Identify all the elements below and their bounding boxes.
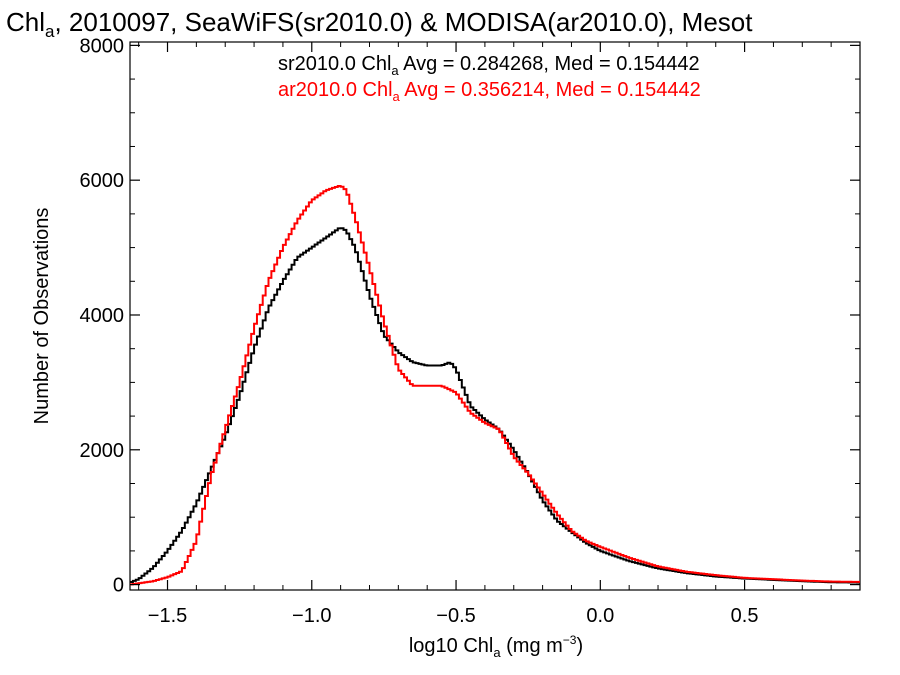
legend-sr2010-subscript: a xyxy=(391,63,399,78)
legend-entry-sr2010: sr2010.0 Chla Avg = 0.284268, Med = 0.15… xyxy=(278,53,700,78)
legend-ar2010-subscript: a xyxy=(393,89,401,104)
x-axis-label-main: log10 Chl xyxy=(409,635,494,657)
chart-title-main: Chl xyxy=(6,7,45,37)
x-axis-label-units: (mg m xyxy=(501,635,563,657)
y-axis: 0 2000 4000 6000 8000 xyxy=(80,35,860,597)
legend-entry-ar2010: ar2010.0 Chla Avg = 0.356214, Med = 0.15… xyxy=(278,79,701,104)
legend-sr2010-main: sr2010.0 Chl xyxy=(278,53,391,75)
x-axis: −1.5 −1.0 −0.5 0.0 0.5 xyxy=(138,42,861,627)
x-axis-label-superscript: −3 xyxy=(563,633,577,647)
series-line-sr2010.0 xyxy=(130,227,860,584)
chart-title: Chla, 2010097, SeaWiFS(sr2010.0) & MODIS… xyxy=(6,7,753,41)
legend-sr2010-stats: Avg = 0.284268, Med = 0.154442 xyxy=(399,53,700,75)
x-tick-label: 0.0 xyxy=(586,605,614,627)
legend-ar2010-stats: Avg = 0.356214, Med = 0.154442 xyxy=(400,79,701,101)
y-tick-label: 6000 xyxy=(80,170,125,192)
y-tick-label: 0 xyxy=(113,575,124,597)
x-tick-label: −1.0 xyxy=(292,605,331,627)
x-axis-label-close: ) xyxy=(576,635,583,657)
x-axis-label-subscript: a xyxy=(493,645,501,660)
y-axis-label: Number of Observations xyxy=(31,208,53,425)
series-line-ar2010.0 xyxy=(130,185,860,586)
y-tick-label: 8000 xyxy=(80,35,125,57)
y-tick-label: 4000 xyxy=(80,305,125,327)
plot-area-frame xyxy=(129,41,861,591)
x-tick-label: 0.5 xyxy=(731,605,759,627)
chart-title-subscript: a xyxy=(45,22,55,41)
legend-ar2010-main: ar2010.0 Chl xyxy=(278,79,393,101)
chart-title-rest: , 2010097, SeaWiFS(sr2010.0) & MODISA(ar… xyxy=(54,7,753,37)
x-tick-label: −1.5 xyxy=(148,605,187,627)
x-tick-label: −0.5 xyxy=(436,605,475,627)
series-layer xyxy=(130,185,860,586)
x-axis-label: log10 Chla (mg m−3) xyxy=(409,633,583,660)
y-tick-label: 2000 xyxy=(80,440,125,462)
